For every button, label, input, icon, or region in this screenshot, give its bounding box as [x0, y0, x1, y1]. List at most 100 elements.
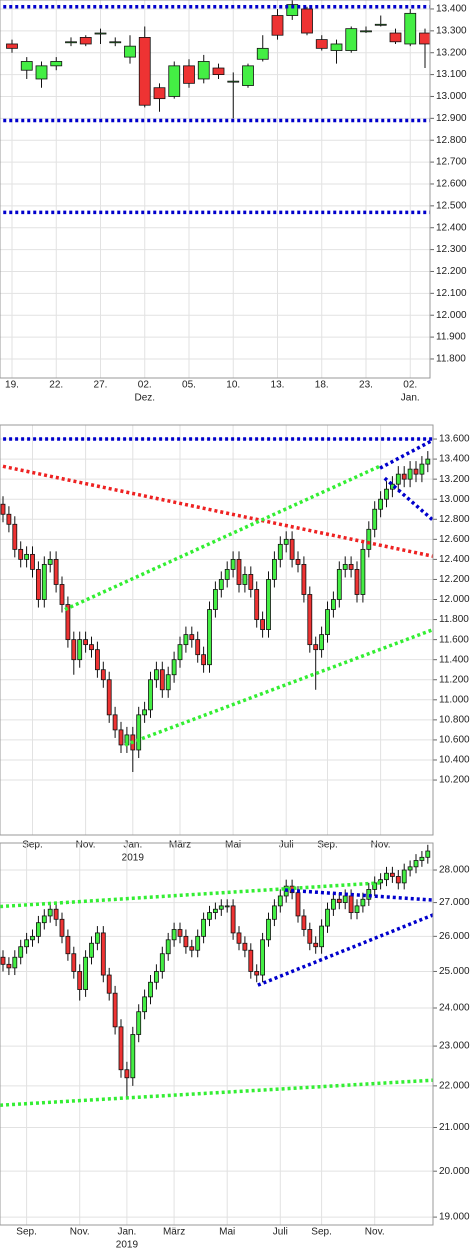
candle-body	[148, 981, 153, 998]
candle-body	[313, 942, 319, 948]
x-tick-label: Sep.	[22, 840, 43, 851]
candle-body	[136, 1011, 142, 1035]
y-tick-label: 13.000	[439, 494, 470, 505]
candle-body	[59, 918, 65, 937]
candle-body	[248, 574, 254, 590]
x-tick-label: Jan.	[117, 1227, 136, 1238]
y-tick-label: 11.400	[439, 654, 469, 665]
candle-body	[345, 28, 358, 51]
x-tick-sublabel: Jan.	[401, 393, 420, 404]
x-tick-label: Nov.	[76, 840, 96, 851]
x-tick-label: März	[169, 840, 191, 851]
trend-line	[124, 627, 433, 747]
y-tick-label: 12.100	[436, 288, 467, 299]
candle-body	[277, 895, 283, 907]
candle-body	[413, 860, 419, 868]
candle-body	[295, 558, 301, 565]
y-tick-label: 13.400	[439, 454, 470, 465]
x-tick-label: 05.	[182, 380, 196, 391]
candle-body	[195, 639, 201, 656]
candle-body	[218, 905, 224, 910]
candle-body	[342, 564, 348, 570]
candle-body	[260, 619, 266, 630]
candle-body	[289, 538, 295, 560]
candle-body	[112, 714, 118, 731]
y-tick-label: 12.600	[436, 179, 467, 190]
candle-body	[236, 558, 242, 585]
x-tick-label: Nov.	[371, 840, 391, 851]
candle-body	[266, 579, 271, 630]
x-tick-label: 27.	[94, 380, 108, 391]
y-tick-label: 24.000	[439, 1003, 470, 1014]
candle-body	[248, 949, 254, 972]
trend-line	[64, 464, 381, 612]
y-tick-label: 12.700	[436, 157, 467, 168]
y-tick-label: 13.600	[439, 434, 470, 445]
candle-body	[77, 639, 83, 661]
candle-body	[230, 558, 236, 570]
x-tick-label: 02.	[138, 380, 152, 391]
x-tick-sublabel: Dez.	[134, 393, 155, 404]
chart-panel: 28.000 27.000 26.000 25.000 24.000 23.000 22.0…	[0, 842, 470, 1250]
candle-body	[207, 609, 212, 666]
x-tick-label: März	[163, 1227, 185, 1238]
y-tick-label: 28.000	[439, 865, 470, 876]
candle-body	[171, 929, 177, 941]
y-tick-label: 12.000	[439, 594, 470, 605]
x-tick-label: 22.	[49, 380, 63, 391]
candle-body	[404, 12, 417, 45]
candle-body	[24, 553, 30, 560]
candle-body	[138, 37, 151, 106]
candle-body	[79, 37, 92, 45]
plot-area	[0, 425, 433, 835]
candle-body	[106, 974, 112, 994]
x-tick-label: 10.	[226, 380, 240, 391]
candle-body	[315, 39, 328, 49]
candle-body	[286, 4, 299, 16]
candle-body	[159, 953, 165, 972]
y-tick-label: 19.000	[439, 1212, 470, 1223]
candle-body	[207, 912, 212, 920]
candle-body	[395, 473, 401, 485]
y-tick-label: 10.200	[439, 775, 470, 786]
y-tick-label: 13.300	[436, 25, 467, 36]
y-tick-label: 11.900	[436, 332, 466, 343]
y-tick-label: 12.200	[436, 266, 467, 277]
trend-line	[379, 438, 433, 470]
y-tick-label: 27.000	[439, 897, 470, 908]
candle-body	[71, 639, 77, 661]
y-tick-label: 13.200	[436, 47, 467, 58]
candle-body	[12, 523, 18, 550]
candle-body	[256, 47, 269, 60]
candle-body	[360, 898, 366, 907]
candle-body	[112, 992, 118, 1028]
candle-body	[395, 876, 401, 884]
x-tick-label: Sep.	[16, 1227, 37, 1238]
candle-body	[0, 956, 6, 965]
candle-body	[77, 971, 83, 990]
y-tick-label: 12.400	[439, 554, 470, 565]
y-tick-label: 10.400	[439, 755, 470, 766]
candle-body	[307, 594, 313, 646]
y-tick-label: 11.800	[439, 614, 469, 625]
candle-body	[165, 939, 171, 955]
y-tick-label: 25.000	[439, 966, 470, 977]
candle-body	[372, 882, 378, 890]
x-tick-label: 23.	[359, 380, 373, 391]
y-tick-label: 13.000	[436, 91, 467, 102]
candle-body	[148, 679, 153, 711]
candle-body	[189, 634, 195, 641]
candle-body	[354, 569, 360, 595]
candle-body	[266, 918, 271, 941]
candle-body	[224, 905, 230, 908]
candle-body	[419, 32, 430, 45]
candle-body	[153, 87, 166, 100]
y-tick-label: 11.600	[439, 634, 469, 645]
y-tick-label: 13.400	[436, 4, 467, 15]
y-tick-label: 10.600	[439, 735, 470, 746]
candle-body	[109, 41, 122, 44]
candle-body	[195, 935, 201, 951]
plot-frame	[0, 842, 434, 1226]
